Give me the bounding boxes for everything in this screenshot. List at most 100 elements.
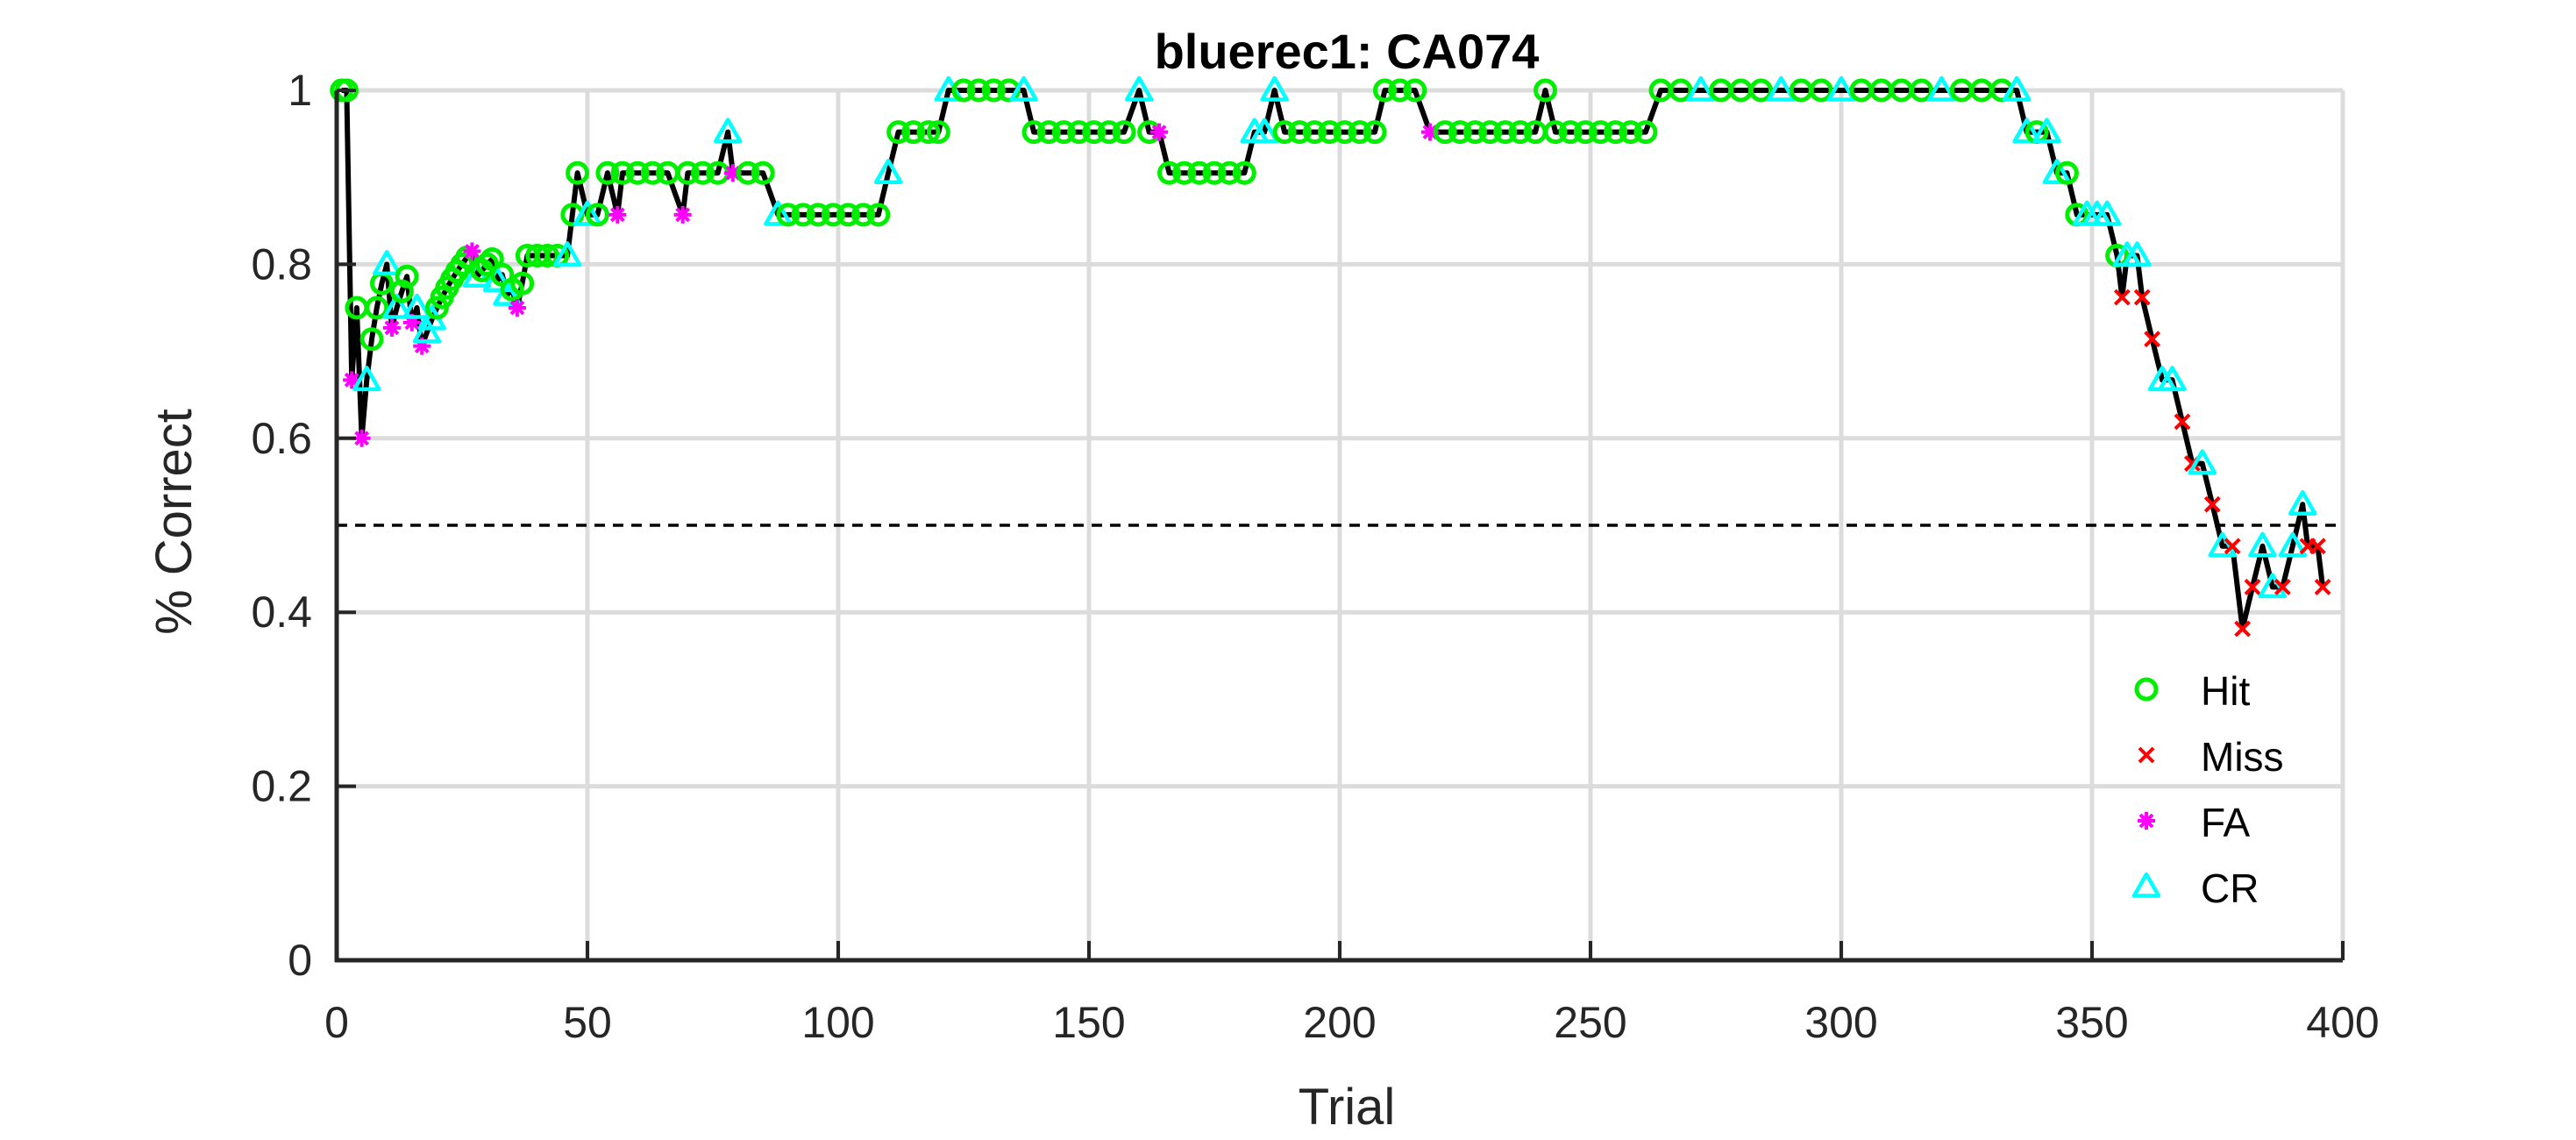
fa-marker [608,205,627,224]
y-tick-label: 0.4 [251,588,312,637]
miss-marker [2144,331,2161,348]
hit-marker [1748,78,1773,103]
hit-marker [951,78,976,103]
cr-marker [2012,118,2041,144]
hit-marker [1112,120,1136,145]
hit-marker [510,271,535,296]
hit-marker [1534,78,1558,103]
cr-marker [1009,75,1038,102]
hit-marker [1669,78,1693,103]
miss-marker [2133,289,2151,306]
legend-miss-marker [2138,746,2155,764]
fa-marker [352,429,371,447]
cr-marker [1249,118,1279,144]
cr-marker [2248,531,2277,558]
cr-marker [2288,489,2317,516]
percent-correct-line [341,88,2326,631]
x-axis-label: Trial [1299,1079,1396,1136]
marker-layer [330,75,2331,638]
cr-marker [402,293,431,319]
fa-marker [402,313,421,331]
x-tick-label: 250 [1554,998,1626,1047]
cr-marker [412,317,442,344]
hit-marker [1604,120,1628,145]
hit-marker [359,327,384,352]
x-tick-label: 100 [801,998,874,1047]
hit-marker [1202,160,1227,185]
x-tick-label: 400 [2306,998,2379,1047]
y-tick-label: 0.2 [251,762,312,811]
y-tick-label: 0.6 [251,414,312,463]
miss-marker [2274,579,2291,595]
hit-marker [1558,120,1583,145]
legend-hit-marker [2134,677,2159,702]
y-tick-label: 0.8 [251,239,312,289]
hit-marker [1543,120,1568,145]
legend-miss-label: Miss [2201,734,2284,780]
hit-marker [1433,120,1457,145]
hit-marker [1287,120,1312,145]
hit-marker [1403,78,1427,103]
cr-marker [1767,75,1796,102]
hit-marker [916,120,941,145]
cr-marker [1124,75,1154,102]
hit-marker [1021,120,1046,145]
fa-marker [413,337,431,355]
hit-marker [1478,120,1503,145]
cr-marker [2002,75,2032,102]
cr-marker [2042,158,2072,184]
legend-fa-label: FA [2201,800,2251,845]
cr-marker [372,250,402,276]
hit-marker [640,160,665,185]
hit-marker [535,243,559,267]
cr-marker [552,241,582,267]
chart-title: bluerec1: CA074 [1155,24,1540,79]
hit-marker [1036,120,1061,145]
hit-marker [1333,120,1357,145]
cr-marker [2032,118,2061,144]
cr-marker [873,158,903,184]
legend-cr-marker [2131,872,2161,898]
hit-marker [926,120,950,145]
hit-marker [1187,160,1212,185]
fa-marker [343,371,361,389]
cr-marker [1260,75,1289,102]
miss-marker [2203,495,2221,513]
x-tick-label: 200 [1303,998,1376,1047]
hit-marker [1082,120,1107,145]
fa-marker [673,205,692,224]
hit-marker [736,160,760,185]
x-tick-label: 150 [1052,998,1125,1047]
hit-marker [1448,120,1472,145]
hit-marker [675,160,700,185]
cr-marker [1686,75,1716,102]
hit-marker [365,296,389,320]
x-tick-label: 0 [324,998,349,1047]
hit-marker [1372,78,1397,103]
hit-marker [389,279,414,303]
cr-marker [713,118,743,144]
hit-marker [566,160,590,185]
hit-marker [1348,120,1372,145]
hit-marker [1157,160,1182,185]
hit-marker [395,264,419,289]
hit-marker [1172,160,1197,185]
y-tick-label: 1 [288,66,312,115]
hit-marker [610,160,635,185]
cr-marker [2188,449,2217,475]
hit-marker [1302,120,1327,145]
hit-marker [751,160,775,185]
hit-marker [901,120,926,145]
fa-marker [1150,123,1169,141]
cr-marker [352,366,381,392]
hit-marker [851,203,876,227]
miss-marker [2314,579,2331,595]
cr-marker [1927,75,1956,102]
cr-marker [764,200,793,226]
x-tick-label: 300 [1804,998,1877,1047]
x-tick-label: 350 [2055,998,2128,1047]
cr-marker [2278,531,2308,558]
miss-marker [2244,579,2261,595]
fa-marker [508,299,526,317]
